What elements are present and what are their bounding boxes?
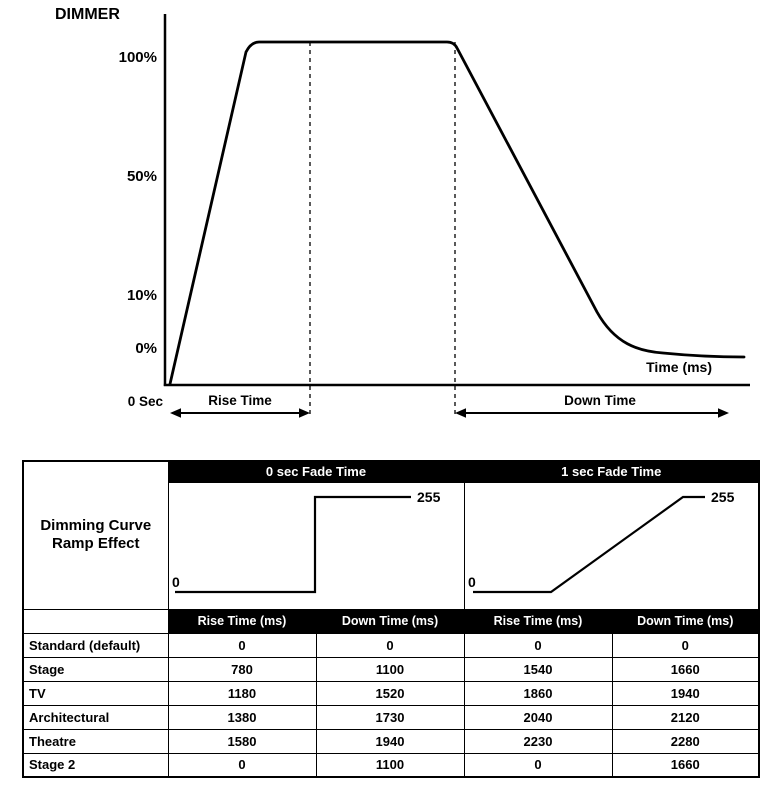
blank-corner-cell [22, 608, 169, 634]
ramp-diagram-cell-1sec: 0 255 [463, 481, 760, 610]
table-row-theatre: Theatre 1580 1940 2230 2280 [22, 728, 760, 754]
step-diagram-0sec: 0 255 [172, 489, 441, 593]
y-tick-10: 10% [127, 287, 157, 304]
col-header-rise-0sec: Rise Time (ms) [167, 608, 317, 634]
down-arrow-left-head [455, 408, 466, 418]
value-cell: 0 [611, 632, 760, 658]
dimming-curve-table: Dimming Curve Ramp Effect 0 sec Fade Tim… [22, 460, 760, 778]
curve-name-cell: Stage 2 [22, 752, 169, 778]
value-cell: 1180 [167, 680, 317, 706]
fade-group-1sec-header: 1 sec Fade Time [463, 460, 760, 483]
curve-name-cell: Theatre [22, 728, 169, 754]
table-row-tv: TV 1180 1520 1860 1940 [22, 680, 760, 706]
x-axis-label: Time (ms) [646, 359, 712, 375]
ramp-diagram-row: 0 255 0 255 [23, 481, 760, 610]
table-row-architectural: Architectural 1380 1730 2040 2120 [22, 704, 760, 730]
value-cell: 1100 [315, 752, 465, 778]
step-diagram-cell-0sec: 0 255 [167, 481, 465, 610]
table-row-standard: Standard (default) 0 0 0 0 [22, 632, 760, 658]
col-header-rise-1sec: Rise Time (ms) [463, 608, 613, 634]
curve-name-cell: Standard (default) [22, 632, 169, 658]
value-cell: 1660 [611, 656, 760, 682]
value-cell: 0 [167, 752, 317, 778]
column-header-row: Rise Time (ms) Down Time (ms) Rise Time … [22, 608, 760, 634]
value-cell: 1580 [167, 728, 317, 754]
chart-title: DIMMER [55, 6, 120, 23]
value-cell: 1660 [611, 752, 760, 778]
value-cell: 2040 [463, 704, 613, 730]
value-cell: 1540 [463, 656, 613, 682]
rise-arrow-right-head [299, 408, 310, 418]
col-header-down-1sec: Down Time (ms) [611, 608, 760, 634]
value-cell: 1860 [463, 680, 613, 706]
ramp-effect-label: Dimming Curve Ramp Effect [22, 460, 169, 610]
fade-group-0sec-header: 0 sec Fade Time [167, 460, 465, 483]
fade-group-header-row: Dimming Curve Ramp Effect 0 sec Fade Tim… [22, 460, 760, 610]
value-cell: 1940 [315, 728, 465, 754]
ramp-min-label: 0 [468, 574, 476, 590]
value-cell: 0 [315, 632, 465, 658]
value-cell: 0 [463, 752, 613, 778]
value-cell: 1940 [611, 680, 760, 706]
ramp-max-label: 255 [711, 489, 735, 505]
value-cell: 2230 [463, 728, 613, 754]
step-line [174, 495, 411, 593]
table-row-stage: Stage 780 1100 1540 1660 [22, 656, 760, 682]
rise-arrow-left-head [170, 408, 181, 418]
y-tick-50: 50% [127, 168, 157, 185]
step-max-label: 255 [417, 489, 441, 505]
value-cell: 0 [463, 632, 613, 658]
ramp-diagram-1sec: 0 255 [468, 489, 735, 593]
curve-name-cell: TV [22, 680, 169, 706]
col-header-down-0sec: Down Time (ms) [315, 608, 465, 634]
step-min-label: 0 [172, 574, 180, 590]
rise-time-label: Rise Time [208, 393, 272, 408]
y-tick-0: 0% [135, 340, 157, 357]
value-cell: 780 [167, 656, 317, 682]
value-cell: 1730 [315, 704, 465, 730]
down-arrow-right-head [718, 408, 729, 418]
value-cell: 1100 [315, 656, 465, 682]
curve-name-cell: Architectural [22, 704, 169, 730]
curve-name-cell: Stage [22, 656, 169, 682]
dimmer-chart: DIMMER 100% 50% 10% 0% Time (ms) 0 Sec R… [55, 6, 750, 418]
value-cell: 0 [167, 632, 317, 658]
ramp-line [472, 495, 705, 593]
dimmer-curve-line [168, 40, 746, 386]
table-row-stage2: Stage 2 0 1100 0 1660 [22, 752, 760, 778]
value-cell: 2120 [611, 704, 760, 730]
value-cell: 1520 [315, 680, 465, 706]
origin-label: 0 Sec [128, 394, 164, 409]
value-cell: 2280 [611, 728, 760, 754]
y-tick-100: 100% [119, 49, 157, 66]
down-time-label: Down Time [564, 393, 636, 408]
value-cell: 1380 [167, 704, 317, 730]
